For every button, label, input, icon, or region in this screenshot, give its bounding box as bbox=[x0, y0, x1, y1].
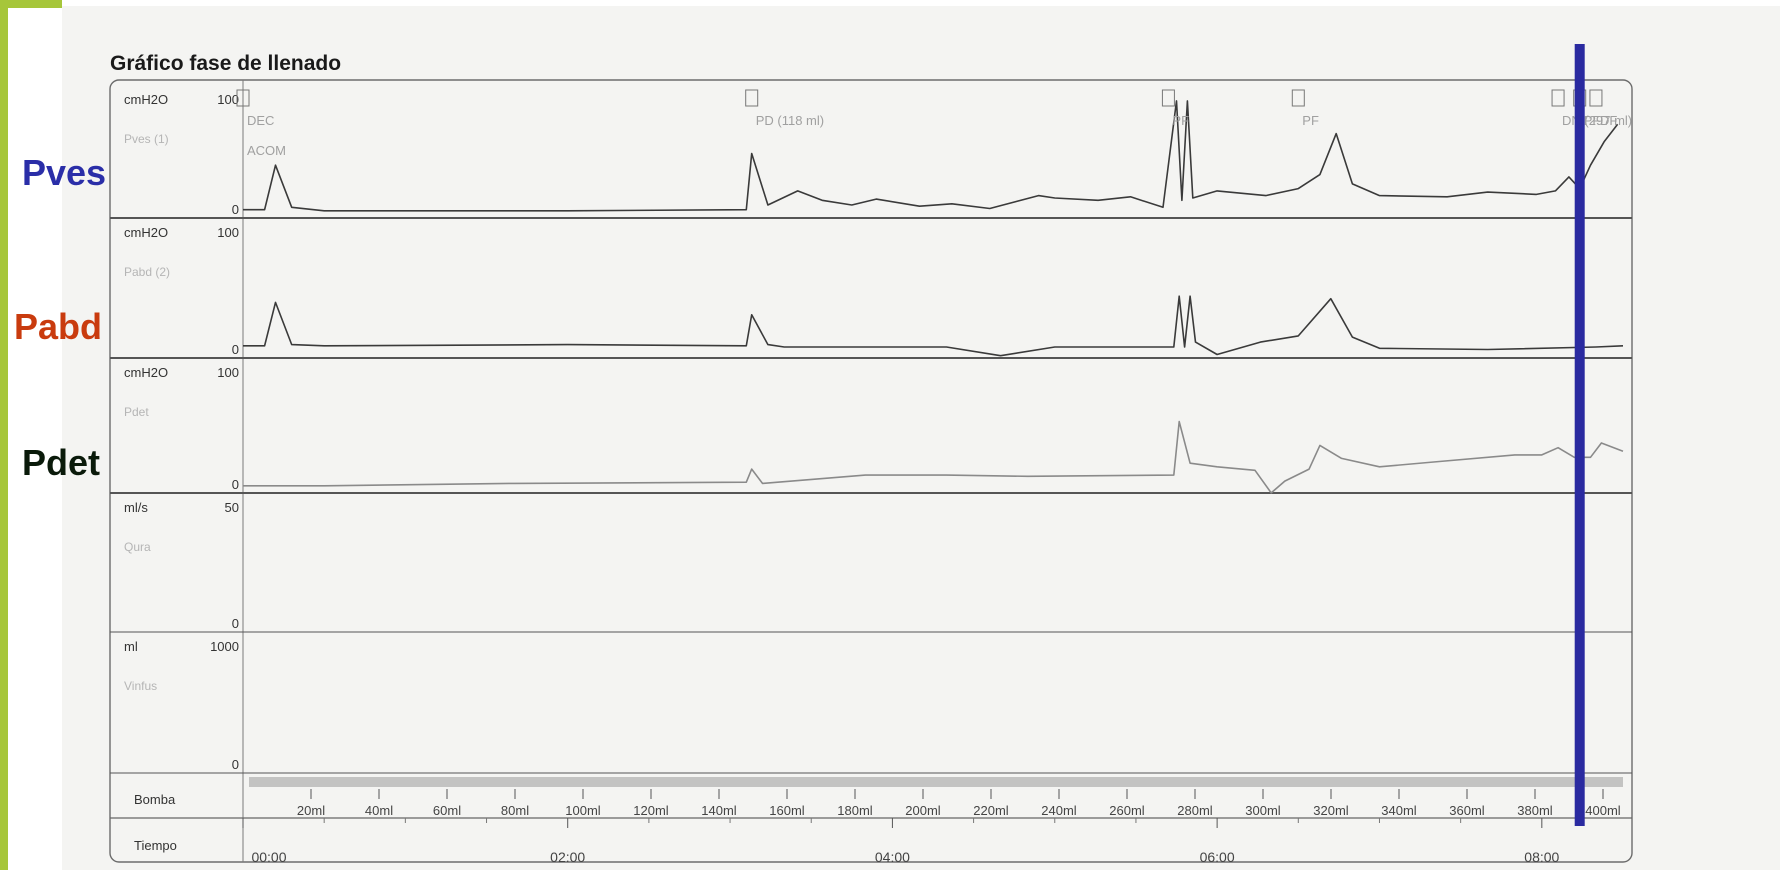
event-label: PD (118 ml) bbox=[756, 113, 824, 128]
time-tick-label: 06:00 bbox=[1200, 849, 1235, 865]
chart-frame bbox=[109, 79, 1633, 863]
panel-unit-label: ml bbox=[124, 639, 138, 654]
event-box bbox=[1161, 89, 1175, 107]
bomba-tick-label: 220ml bbox=[973, 803, 1009, 818]
panel-channel-label: Pabd (2) bbox=[124, 265, 170, 279]
bomba-label: Bomba bbox=[134, 792, 176, 807]
bomba-tick-label: 140ml bbox=[701, 803, 737, 818]
panel-qura: ml/s 50 0 Qura bbox=[110, 500, 1632, 633]
bomba-tick-label: 100ml bbox=[565, 803, 601, 818]
accent-bar bbox=[0, 0, 8, 870]
bomba-tick-label: 180ml bbox=[837, 803, 873, 818]
chart-title: Gráfico fase de llenado bbox=[110, 52, 341, 75]
panel-unit-label: cmH2O bbox=[124, 225, 168, 240]
panel-vinf: ml 1000 0 Vinfus bbox=[110, 639, 1632, 774]
panel-min-label: 0 bbox=[232, 202, 239, 217]
bomba-row: Bomba 20ml 40ml 60ml 80ml 100ml 120ml 140ml 160m… bbox=[110, 777, 1632, 819]
bomba-tick-label: 120ml bbox=[633, 803, 669, 818]
series-line-pabd bbox=[243, 295, 1624, 357]
bomba-tick-label: 360ml bbox=[1449, 803, 1485, 818]
series-line-pdet bbox=[243, 420, 1624, 494]
bomba-tick-label: 300ml bbox=[1245, 803, 1281, 818]
event-label: DEC bbox=[247, 113, 274, 128]
bomba-tick-label: 80ml bbox=[501, 803, 529, 818]
panel-channel-label: Vinfus bbox=[124, 679, 157, 693]
event-label: ACOM bbox=[247, 143, 286, 158]
panel-unit-label: cmH2O bbox=[124, 92, 168, 107]
panel-max-label: 100 bbox=[217, 92, 239, 107]
pabd-label: Pabd bbox=[14, 306, 103, 347]
bomba-tick-label: 200ml bbox=[905, 803, 941, 818]
event-box bbox=[1291, 89, 1305, 107]
accent-tab bbox=[0, 0, 62, 8]
paper-background bbox=[62, 6, 1780, 870]
event-label: PF bbox=[1584, 113, 1601, 128]
event-box bbox=[236, 89, 250, 107]
panel-pabd: cmH2O 100 0 Pabd (2) bbox=[110, 225, 1632, 359]
event-label: DF bbox=[1600, 113, 1617, 128]
bomba-tick-label: 320ml bbox=[1313, 803, 1349, 818]
time-tick-label: 00:00 bbox=[251, 849, 286, 865]
panel-unit-label: cmH2O bbox=[124, 365, 168, 380]
panel-min-label: 0 bbox=[232, 342, 239, 357]
bomba-tick-label: 160ml bbox=[769, 803, 805, 818]
time-tick-label: 02:00 bbox=[550, 849, 585, 865]
panel-min-label: 0 bbox=[232, 477, 239, 492]
event-box bbox=[1551, 89, 1565, 107]
panel-channel-label: Pves (1) bbox=[124, 132, 169, 146]
bomba-tick-label: 280ml bbox=[1177, 803, 1213, 818]
tiempo-label: Tiempo bbox=[134, 838, 177, 853]
event-box bbox=[1589, 89, 1603, 107]
pves-label: Pves bbox=[22, 152, 107, 193]
panel-max-label: 50 bbox=[225, 500, 239, 515]
panel-min-label: 0 bbox=[232, 616, 239, 631]
time-tick-label: 08:00 bbox=[1524, 849, 1559, 865]
event-label: PF bbox=[1302, 113, 1319, 128]
bomba-tick-label: 20ml bbox=[297, 803, 325, 818]
panel-min-label: 0 bbox=[232, 757, 239, 772]
panel-unit-label: ml/s bbox=[124, 500, 148, 515]
event-box bbox=[745, 89, 759, 107]
panel-channel-label: Pdet bbox=[124, 405, 149, 419]
frame-border bbox=[109, 79, 1633, 863]
bomba-tick-label: 240ml bbox=[1041, 803, 1077, 818]
time-tick-label: 04:00 bbox=[875, 849, 910, 865]
bomba-pump-strip bbox=[249, 777, 1623, 787]
bomba-tick-label: 40ml bbox=[365, 803, 393, 818]
bomba-tick-label: 380ml bbox=[1517, 803, 1553, 818]
panel-max-label: 1000 bbox=[210, 639, 239, 654]
tiempo-row: Tiempo 00:00 02:00 04:00 06:00 08:00 bbox=[134, 818, 1560, 865]
pdet-label: Pdet bbox=[22, 442, 101, 483]
bomba-tick-label: 260ml bbox=[1109, 803, 1145, 818]
panel-pdet: cmH2O 100 0 Pdet bbox=[110, 365, 1632, 494]
bomba-tick-label: 400ml bbox=[1585, 803, 1621, 818]
panel-max-label: 100 bbox=[217, 225, 239, 240]
panel-max-label: 100 bbox=[217, 365, 239, 380]
panel-pves: cmH2O 100 0 Pves (1) bbox=[110, 92, 1632, 219]
bomba-tick-label: 340ml bbox=[1381, 803, 1417, 818]
series-line-pves bbox=[243, 100, 1619, 212]
event-label: PF bbox=[1172, 113, 1189, 128]
panel-channel-label: Qura bbox=[124, 540, 151, 554]
bomba-tick-label: 60ml bbox=[433, 803, 461, 818]
